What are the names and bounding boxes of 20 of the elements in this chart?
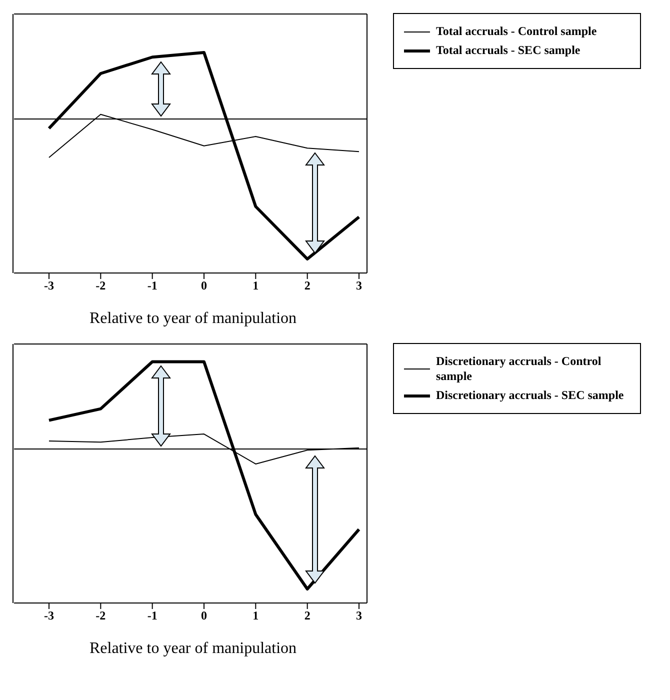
x-tick-label: 1	[252, 608, 259, 623]
x-axis-title: Relative to year of manipulation	[88, 310, 298, 328]
x-axis-title: Relative to year of manipulation	[88, 640, 298, 658]
x-tick-label: 2	[304, 278, 310, 293]
legend-label: Discretionary accruals - Control sample	[436, 354, 602, 384]
x-tick-label: 3	[356, 278, 362, 293]
x-tick-label: 3	[356, 608, 362, 623]
x-tick-label: -1	[147, 608, 158, 623]
legend-label: Total accruals - Control sample	[436, 24, 597, 39]
x-tick-label: -3	[44, 608, 54, 623]
x-tick-label: -1	[147, 278, 158, 293]
x-tick-label: 0	[201, 278, 207, 293]
x-tick-label: 0	[201, 608, 207, 623]
x-tick-label: -3	[44, 278, 54, 293]
x-tick-label: 1	[252, 278, 259, 293]
legend-label: Total accruals - SEC sample	[436, 43, 580, 58]
x-tick-label: -2	[96, 608, 106, 623]
x-tick-label: 2	[304, 608, 310, 623]
legend-label: Discretionary accruals - SEC sample	[436, 388, 624, 403]
x-tick-label: -2	[96, 278, 106, 293]
